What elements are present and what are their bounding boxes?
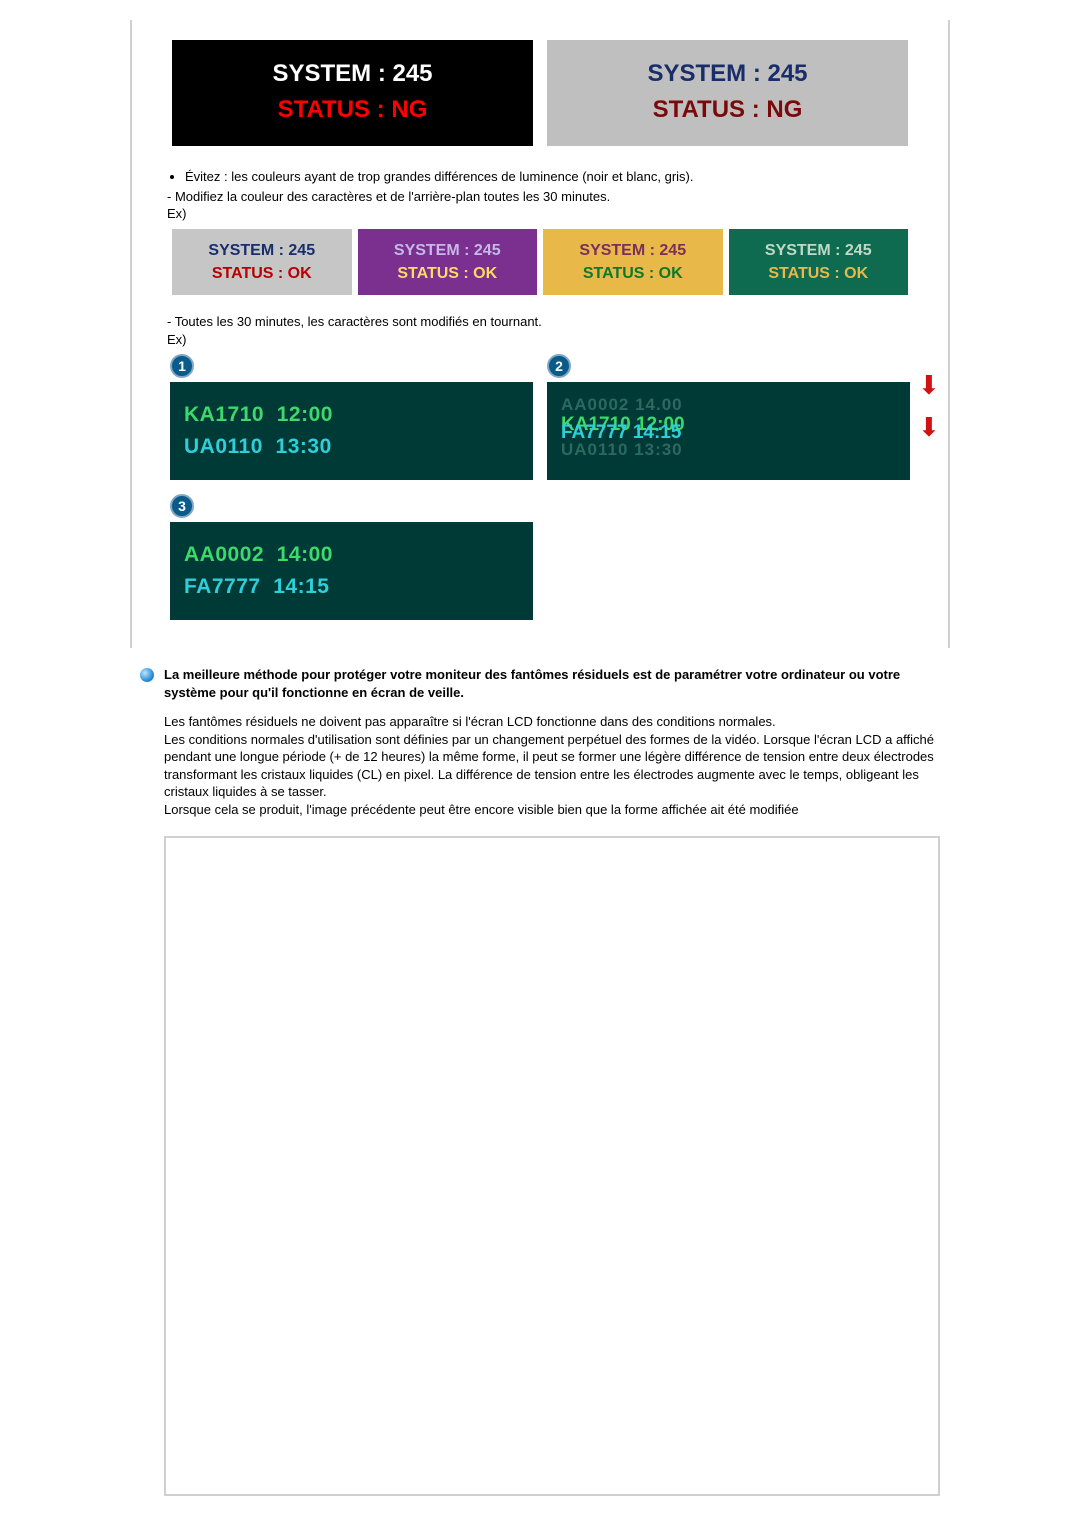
color-box-1-l1: SYSTEM : 245 bbox=[176, 239, 348, 262]
d1-row2: UA0110 13:30 bbox=[184, 431, 519, 464]
display-box-3: AA0002 14:00 FA7777 14:15 bbox=[170, 522, 533, 620]
blue-bullet-icon bbox=[140, 668, 154, 682]
display-1-col: 1 KA1710 12:00 UA0110 13:30 bbox=[170, 354, 533, 480]
color-box-3-l1: SYSTEM : 245 bbox=[547, 239, 719, 262]
color-box-1-l2: STATUS : OK bbox=[176, 262, 348, 285]
color-box-3-l2: STATUS : OK bbox=[547, 262, 719, 285]
d3-row2: FA7777 14:15 bbox=[184, 571, 519, 604]
d2-mid-overlap: KA1710 12:00 FA7777 14:15 bbox=[561, 415, 896, 439]
panel-gray-line2: STATUS : NG bbox=[553, 92, 902, 128]
panel-gray: SYSTEM : 245 STATUS : NG bbox=[547, 40, 908, 146]
advice-text-2: - Toutes les 30 minutes, les caractères … bbox=[167, 313, 913, 348]
color-box-2-l1: SYSTEM : 245 bbox=[362, 239, 534, 262]
d3-row1: AA0002 14:00 bbox=[184, 539, 519, 572]
four-color-boxes: SYSTEM : 245 STATUS : OK SYSTEM : 245 ST… bbox=[172, 229, 908, 295]
advice-ex1: Ex) bbox=[167, 205, 913, 223]
advice-text-1: Évitez : les couleurs ayant de trop gran… bbox=[167, 168, 913, 223]
color-box-2: SYSTEM : 245 STATUS : OK bbox=[358, 229, 538, 295]
badge-2: 2 bbox=[547, 354, 571, 378]
rotating-displays: 1 KA1710 12:00 UA0110 13:30 2 AA0002 14.… bbox=[170, 354, 910, 620]
panel-gray-line1: SYSTEM : 245 bbox=[553, 56, 902, 92]
d2-mid-cyan: FA7777 14:15 bbox=[561, 421, 681, 445]
color-box-3: SYSTEM : 245 STATUS : OK bbox=[543, 229, 723, 295]
display-3-col: 3 AA0002 14:00 FA7777 14:15 bbox=[170, 494, 533, 620]
panel-black-line2: STATUS : NG bbox=[178, 92, 527, 128]
advice2-line1: - Toutes les 30 minutes, les caractères … bbox=[167, 313, 913, 331]
example-figure-box: SYSTEM : 245 STATUS : NG SYSTEM : 245 ST… bbox=[130, 20, 950, 648]
color-box-4: SYSTEM : 245 STATUS : OK bbox=[729, 229, 909, 295]
color-box-1: SYSTEM : 245 STATUS : OK bbox=[172, 229, 352, 295]
panel-black-line1: SYSTEM : 245 bbox=[178, 56, 527, 92]
heading-row: La meilleure méthode pour protéger votre… bbox=[140, 666, 950, 701]
d1-row1: KA1710 12:00 bbox=[184, 399, 519, 432]
badge-1: 1 bbox=[170, 354, 194, 378]
color-box-4-l2: STATUS : OK bbox=[733, 262, 905, 285]
two-contrast-panels: SYSTEM : 245 STATUS : NG SYSTEM : 245 ST… bbox=[142, 40, 938, 146]
body-paragraph: Les fantômes résiduels ne doivent pas ap… bbox=[164, 713, 950, 818]
color-box-4-l1: SYSTEM : 245 bbox=[733, 239, 905, 262]
display-box-2-scrolling: AA0002 14.00 KA1710 12:00 FA7777 14:15 U… bbox=[547, 382, 910, 480]
badge-3: 3 bbox=[170, 494, 194, 518]
advice-line2: - Modifiez la couleur des caractères et … bbox=[167, 188, 913, 206]
display-2-col: 2 AA0002 14.00 KA1710 12:00 FA7777 14:15… bbox=[547, 354, 910, 480]
section-heading: La meilleure méthode pour protéger votre… bbox=[164, 666, 950, 701]
advice2-ex: Ex) bbox=[167, 331, 913, 349]
d2-fade-top: AA0002 14.00 bbox=[561, 394, 896, 415]
panel-black: SYSTEM : 245 STATUS : NG bbox=[172, 40, 533, 146]
color-box-2-l2: STATUS : OK bbox=[362, 262, 534, 285]
placeholder-figure-box bbox=[164, 836, 940, 1496]
red-arrow-icon: ⬇ bbox=[918, 372, 934, 398]
display-empty-col bbox=[547, 494, 910, 620]
display-box-1: KA1710 12:00 UA0110 13:30 bbox=[170, 382, 533, 480]
red-arrow-icon: ⬇ bbox=[918, 414, 934, 440]
advice-bullet: Évitez : les couleurs ayant de trop gran… bbox=[185, 168, 913, 186]
